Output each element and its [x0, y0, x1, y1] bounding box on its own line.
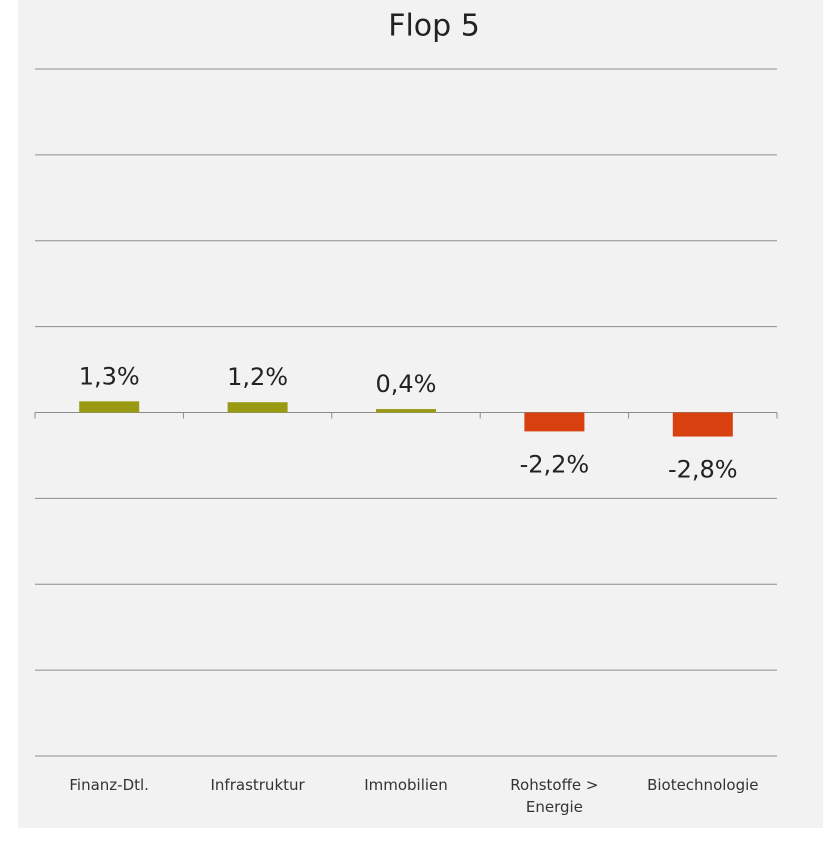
bar — [79, 401, 140, 413]
x-tick-label: Rohstoffe > Energie — [510, 776, 599, 816]
bar — [227, 402, 288, 413]
data-label: 0,4% — [376, 370, 437, 398]
data-label: -2,2% — [520, 450, 590, 478]
x-tick-label: Immobilien — [364, 776, 448, 794]
bar — [524, 412, 585, 432]
chart-title: Flop 5 — [388, 9, 480, 44]
x-tick-label: Infrastruktur — [210, 776, 305, 794]
data-label: 1,3% — [79, 362, 140, 390]
bar — [672, 412, 733, 437]
x-tick-label: Finanz-Dtl. — [69, 776, 149, 794]
data-label: 1,2% — [227, 363, 288, 391]
data-label: -2,8% — [668, 456, 738, 484]
bar — [376, 409, 436, 413]
x-tick-label: Biotechnologie — [647, 776, 759, 794]
